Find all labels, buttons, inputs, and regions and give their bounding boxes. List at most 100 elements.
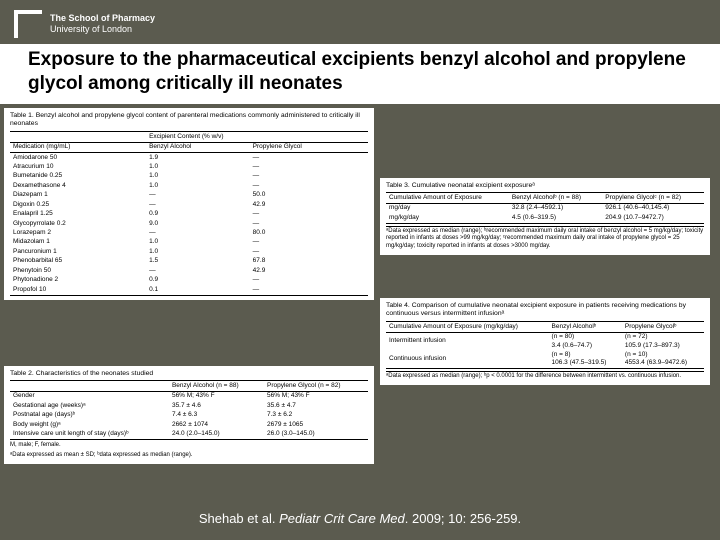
cell-ba: 1.0: [146, 238, 250, 247]
table3-col3: Propylene Glycolᶜ (n = 82): [602, 193, 704, 203]
table1-group-header: Excipient Content (% w/v): [146, 132, 368, 142]
cell-pg: 56% M; 43% F: [264, 391, 368, 401]
citation-rest: . 2009; 10: 256-259.: [405, 511, 521, 526]
cell-pg: 67.8: [250, 257, 368, 266]
cell-med: Pancuronium 1: [10, 247, 146, 256]
table-row: Phenytoin 50—42.9: [10, 266, 368, 275]
cell-pg: —: [250, 162, 368, 171]
table-row: Digoxin 0.25—42.9: [10, 200, 368, 209]
cell-ba: 56% M; 43% F: [169, 391, 264, 401]
table-row: Continuous infusion(n = 8)106.3 (47.5–31…: [386, 350, 704, 368]
table-row: Propofol 100.1—: [10, 285, 368, 295]
cell-pg: 26.0 (3.0–145.0): [264, 430, 368, 440]
cell-pg: —: [250, 181, 368, 190]
table2-col-ba: Benzyl Alcohol (n = 88): [169, 381, 264, 391]
cell-ba: 1.0: [146, 247, 250, 256]
table-row: Lorazepam 2—80.0: [10, 229, 368, 238]
table3: Cumulative Amount of Exposure Benzyl Alc…: [386, 192, 704, 223]
cell-char: Body weight (g)ᵃ: [10, 420, 169, 429]
cell-pg: —: [250, 172, 368, 181]
cell-ba: —: [146, 229, 250, 238]
table3-col1: Cumulative Amount of Exposure: [386, 193, 509, 203]
cell-pg: —: [250, 238, 368, 247]
school-line1: The School of Pharmacy: [50, 13, 155, 24]
table4-panel: Table 4. Comparison of cumulative neonat…: [380, 298, 710, 386]
table2-caption: Table 2. Characteristics of the neonates…: [10, 370, 368, 379]
table-row: Gender56% M; 43% F56% M; 43% F: [10, 391, 368, 401]
tables-area: Table 1. Benzyl alcohol and propylene gl…: [0, 108, 720, 488]
table-row: mg/kg/day4.5 (0.6–319.5)204.9 (10.7–9472…: [386, 213, 704, 223]
cell-med: Phytonadione 2: [10, 276, 146, 285]
table-row: Glycopyrrolate 0.29.0—: [10, 219, 368, 228]
table4-col2: Benzyl Alcoholᵇ: [549, 322, 622, 332]
cell-med: Phenytoin 50: [10, 266, 146, 275]
cell-pg: 204.9 (10.7–9472.7): [602, 213, 704, 223]
cell-ba: —: [146, 200, 250, 209]
cell-med: Enalapril 1.25: [10, 210, 146, 219]
table1-col-med: Medication (mg/mL): [10, 142, 146, 152]
cell-char: Gestational age (weeks)ᵃ: [10, 401, 169, 410]
table-row: Dexamethasone 41.0—: [10, 181, 368, 190]
table4-caption: Table 4. Comparison of cumulative neonat…: [386, 302, 704, 320]
table-row: Midazolam 11.0—: [10, 238, 368, 247]
table-row: Phytonadione 20.9—: [10, 276, 368, 285]
cell: mg/kg/day: [386, 213, 509, 223]
table4-foot: ᵃData expressed as median (range); ᵇp < …: [386, 371, 704, 381]
table-row: Postnatal age (days)ᵇ7.4 ± 6.37.3 ± 6.2: [10, 411, 368, 420]
table1-caption: Table 1. Benzyl alcohol and propylene gl…: [10, 112, 368, 130]
cell-med: Diazepam 1: [10, 191, 146, 200]
cell-med: Midazolam 1: [10, 238, 146, 247]
slide-title: Exposure to the pharmaceutical excipient…: [0, 44, 720, 104]
cell-ba: 0.9: [146, 276, 250, 285]
cell: Continuous infusion: [386, 350, 549, 368]
cell: mg/day: [386, 203, 509, 213]
cell-ba: 2662 ± 1074: [169, 420, 264, 429]
table-row: Enalapril 1.250.9—: [10, 210, 368, 219]
table2: Benzyl Alcohol (n = 88) Propylene Glycol…: [10, 380, 368, 440]
school-name: The School of Pharmacy University of Lon…: [50, 13, 155, 35]
cell-pg: (n = 72)105.9 (17.3–897.3): [622, 332, 704, 350]
table2-foot2: ᵃData expressed as mean ± SD; ᵇdata expr…: [10, 452, 368, 460]
table-row: Body weight (g)ᵃ2662 ± 10742679 ± 1065: [10, 420, 368, 429]
cell-pg: (n = 10)4553.4 (63.9–9472.6): [622, 350, 704, 368]
cell-pg: 7.3 ± 6.2: [264, 411, 368, 420]
table1: Excipient Content (% w/v) Medication (mg…: [10, 131, 368, 295]
table-row: Pancuronium 11.0—: [10, 247, 368, 256]
cell-ba: 0.9: [146, 210, 250, 219]
table1-col-pg: Propylene Glycol: [250, 142, 368, 152]
table-row: Bumetanide 0.251.0—: [10, 172, 368, 181]
table-row: mg/day32.8 (2.4–4592.1)926.1 (40.6–40,14…: [386, 203, 704, 213]
cell-pg: 926.1 (40.6–40,145.4): [602, 203, 704, 213]
cell-ba: 32.8 (2.4–4592.1): [509, 203, 602, 213]
slide-header: The School of Pharmacy University of Lon…: [0, 0, 720, 44]
cell-ba: 1.9: [146, 153, 250, 163]
table-row: Atracurium 101.0—: [10, 162, 368, 171]
cell-med: Propofol 10: [10, 285, 146, 295]
cell-ba: 4.5 (0.6–319.5): [509, 213, 602, 223]
cell-pg: —: [250, 219, 368, 228]
cell-med: Phenobarbital 65: [10, 257, 146, 266]
cell-ba: (n = 80)3.4 (0.6–74.7): [549, 332, 622, 350]
cell-med: Atracurium 10: [10, 162, 146, 171]
table1-col-ba: Benzyl Alcohol: [146, 142, 250, 152]
cell-ba: —: [146, 191, 250, 200]
table-row: Gestational age (weeks)ᵃ35.7 ± 4.635.6 ±…: [10, 401, 368, 410]
table-row: Intermittent infusion(n = 80)3.4 (0.6–74…: [386, 332, 704, 350]
cell-ba: 0.1: [146, 285, 250, 295]
table3-col2: Benzyl Alcoholᵇ (n = 88): [509, 193, 602, 203]
table-row: Intensive care unit length of stay (days…: [10, 430, 368, 440]
cell-char: Intensive care unit length of stay (days…: [10, 430, 169, 440]
cell-ba: 1.5: [146, 257, 250, 266]
cell-pg: 50.0: [250, 191, 368, 200]
citation-authors: Shehab et al.: [199, 511, 279, 526]
cell-pg: —: [250, 276, 368, 285]
table4-col3: Propylene Glycolᵇ: [622, 322, 704, 332]
table3-foot: ᵃData expressed as median (range); ᵇreco…: [386, 226, 704, 251]
cell-ba: 1.0: [146, 181, 250, 190]
cell-ba: 7.4 ± 6.3: [169, 411, 264, 420]
table1-panel: Table 1. Benzyl alcohol and propylene gl…: [4, 108, 374, 300]
cell-med: Amiodarone 50: [10, 153, 146, 163]
cell-pg: 42.9: [250, 266, 368, 275]
cell-ba: 1.0: [146, 162, 250, 171]
cell-pg: —: [250, 153, 368, 163]
